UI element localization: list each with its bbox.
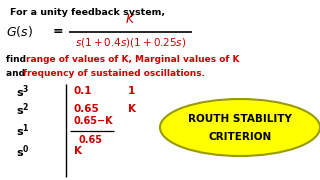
Text: $\mathbf{s^{3}}$: $\mathbf{s^{3}}$: [16, 83, 29, 100]
Text: K: K: [74, 147, 82, 156]
Text: 0.65: 0.65: [78, 135, 102, 145]
Text: $\mathbf{s^{0}}$: $\mathbf{s^{0}}$: [16, 143, 30, 160]
Text: $\mathbf{s^{2}}$: $\mathbf{s^{2}}$: [16, 101, 29, 118]
Text: frequency of sustained oscillations.: frequency of sustained oscillations.: [23, 69, 205, 78]
Text: For a unity feedback system,: For a unity feedback system,: [10, 8, 165, 17]
Text: $\mathit{K}$: $\mathit{K}$: [125, 13, 136, 26]
Text: find: find: [6, 55, 29, 64]
Text: 1: 1: [128, 87, 135, 96]
Text: ROUTH STABILITY: ROUTH STABILITY: [188, 114, 292, 124]
Text: K: K: [128, 105, 136, 114]
Text: 0.65−K: 0.65−K: [74, 116, 113, 126]
Text: range of values of K, Marginal values of K: range of values of K, Marginal values of…: [26, 55, 240, 64]
Ellipse shape: [160, 99, 320, 156]
Text: $\mathit{G(s)}$: $\mathit{G(s)}$: [6, 24, 33, 39]
Text: CRITERION: CRITERION: [208, 132, 272, 141]
Text: $\mathit{s(1+0.4s)(1+0.25s)}$: $\mathit{s(1+0.4s)(1+0.25s)}$: [75, 36, 186, 49]
Text: =: =: [53, 25, 63, 38]
Text: and: and: [6, 69, 28, 78]
Text: 0.65: 0.65: [74, 105, 99, 114]
Text: 0.1: 0.1: [74, 87, 92, 96]
Text: $\mathbf{s^{1}}$: $\mathbf{s^{1}}$: [16, 122, 30, 139]
